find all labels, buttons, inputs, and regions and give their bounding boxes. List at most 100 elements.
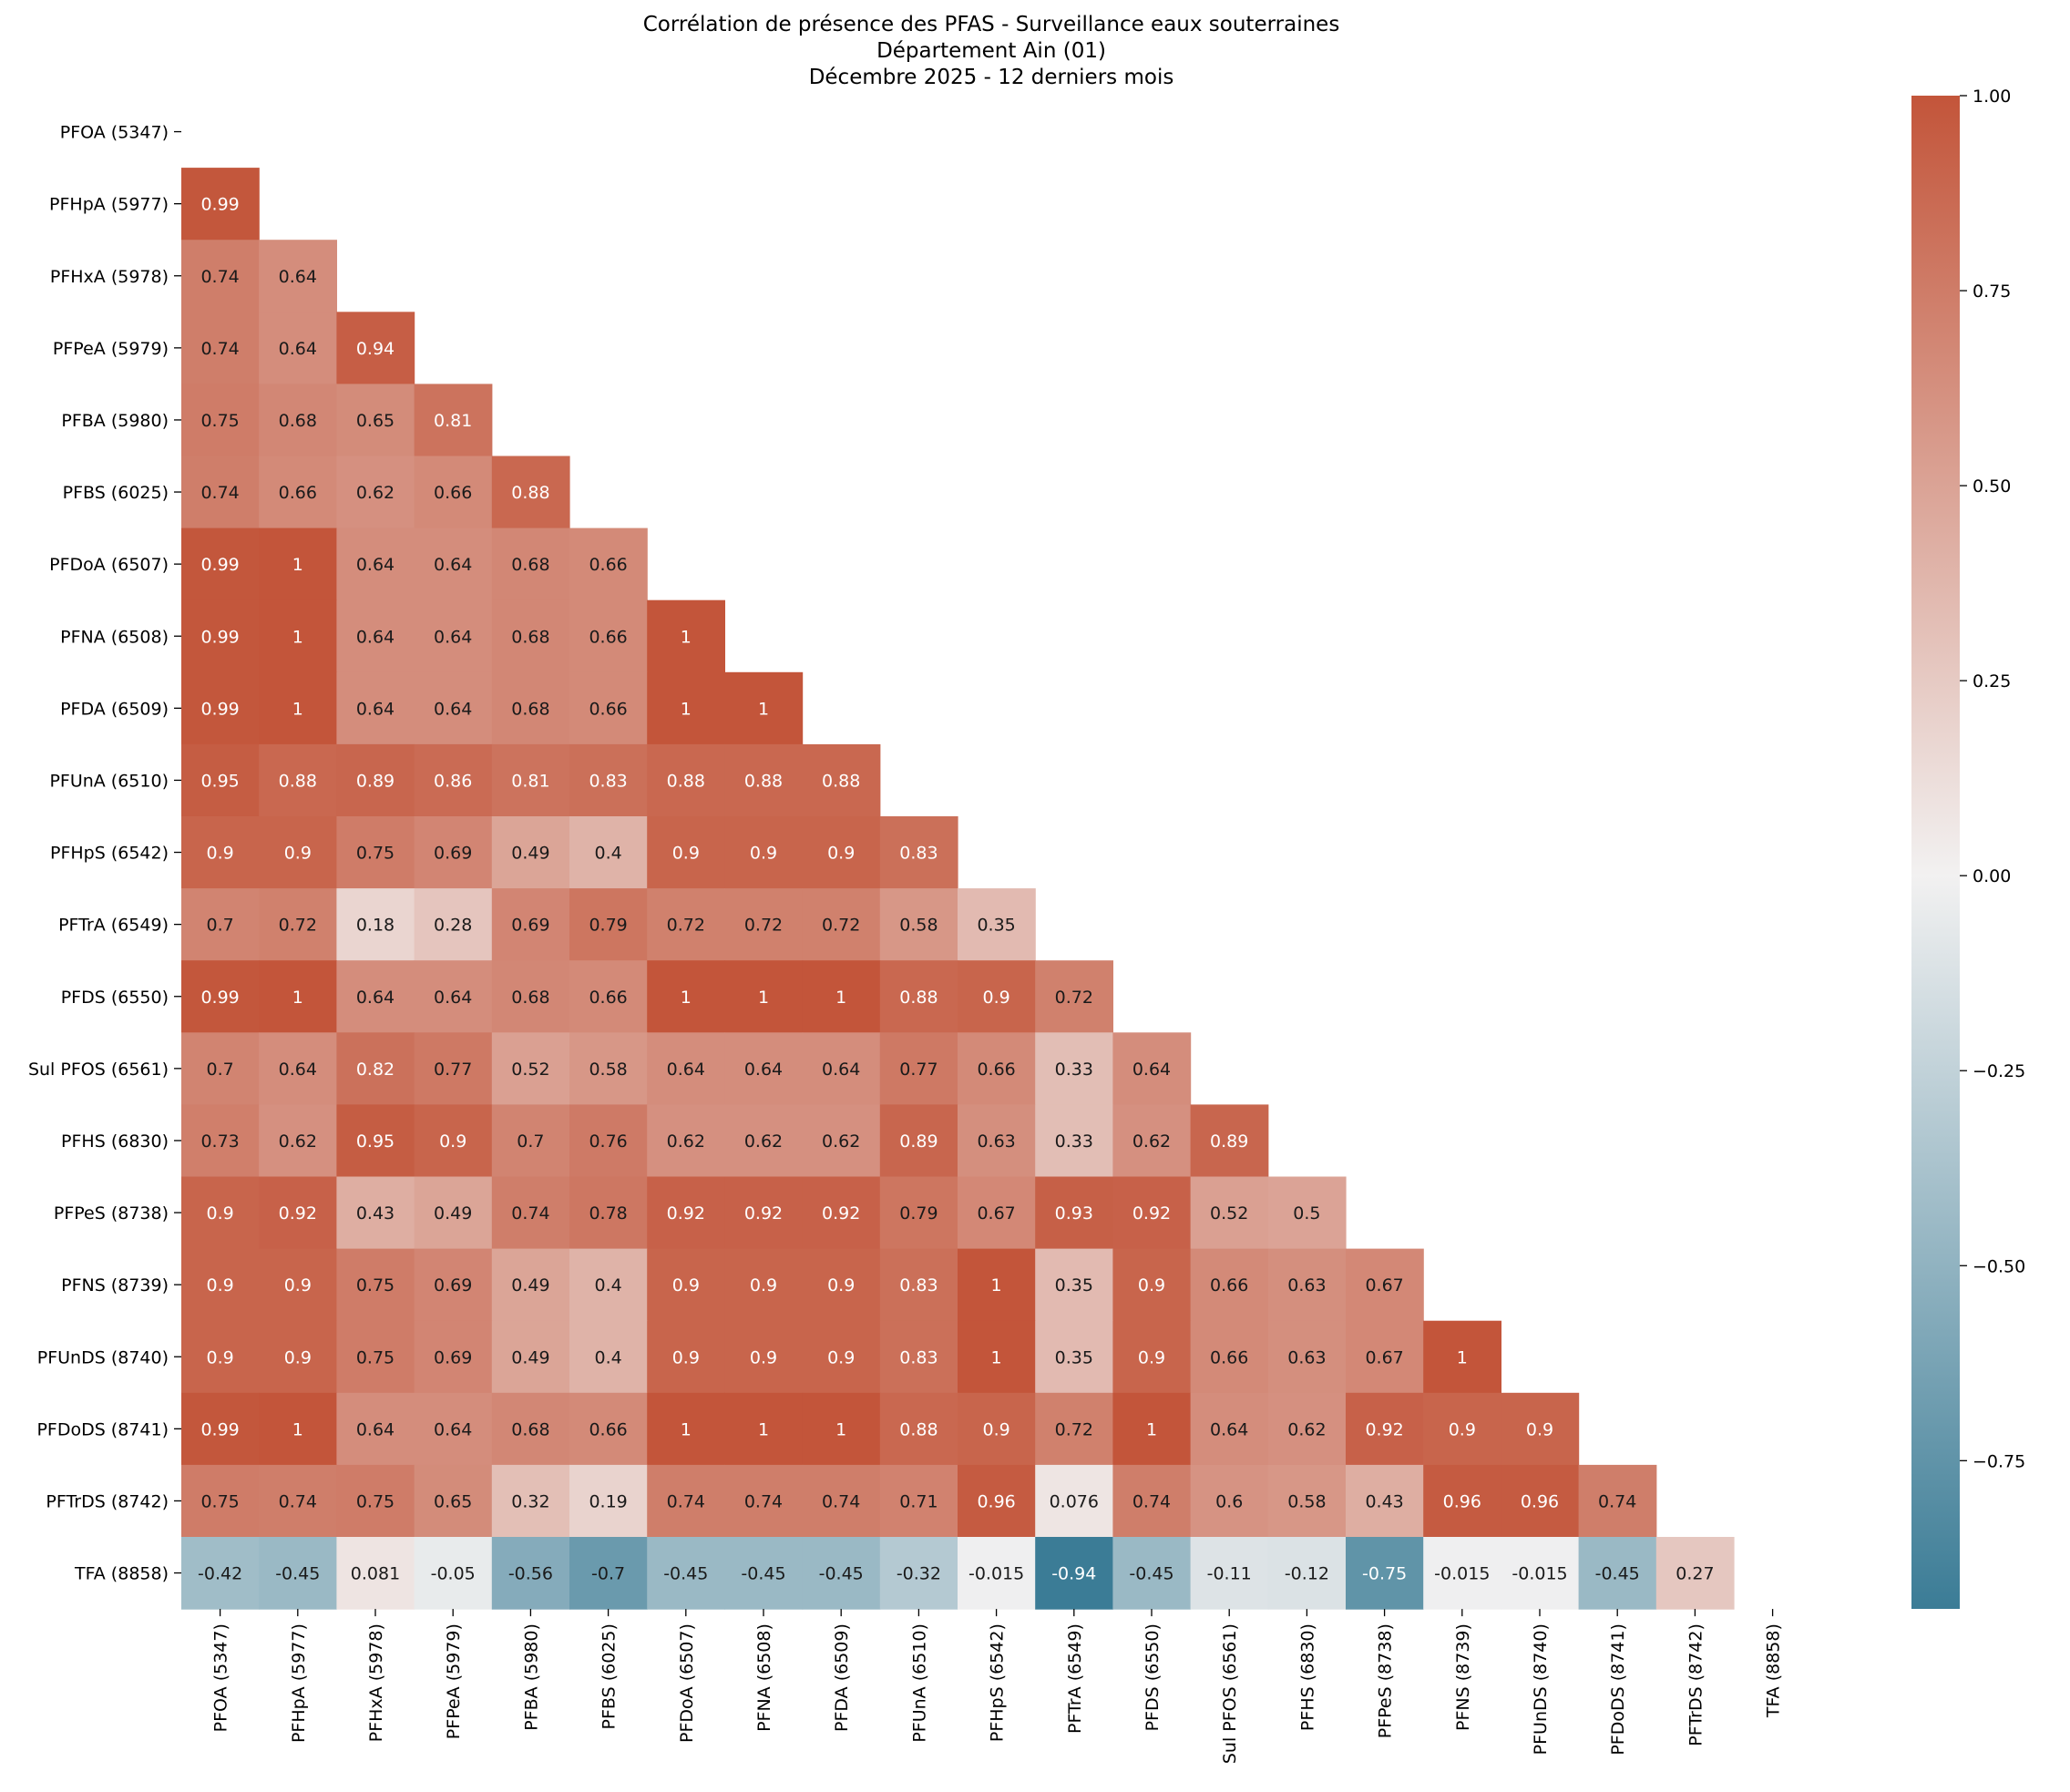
heatmap-cell bbox=[802, 1320, 881, 1394]
y-axis-tick-label: PFOA (5347) bbox=[60, 123, 169, 143]
y-axis-tick-label: PFBS (6025) bbox=[63, 483, 169, 503]
heatmap-cell bbox=[1112, 1320, 1192, 1394]
heatmap-cell bbox=[259, 671, 337, 745]
heatmap-cell bbox=[802, 1464, 881, 1538]
heatmap-cell-label: 0.66 bbox=[589, 699, 627, 719]
heatmap-cell-label: 0.076 bbox=[1050, 1491, 1099, 1511]
heatmap-cell bbox=[1267, 1392, 1347, 1466]
heatmap-cell bbox=[336, 527, 415, 601]
heatmap-cell-label: 0.72 bbox=[279, 916, 317, 936]
heatmap-cell bbox=[259, 312, 337, 384]
heatmap-cell bbox=[1035, 1104, 1113, 1178]
heatmap-cell bbox=[802, 1248, 881, 1322]
heatmap-cell bbox=[336, 671, 415, 745]
heatmap-cell bbox=[879, 1176, 958, 1250]
heatmap-cell-label: 0.64 bbox=[434, 699, 472, 719]
heatmap-cell bbox=[879, 888, 958, 961]
heatmap-cell-label: 1 bbox=[681, 699, 692, 719]
heatmap-cell bbox=[336, 1176, 415, 1250]
heatmap-cell-label: 0.9 bbox=[982, 1419, 1009, 1439]
heatmap-cell bbox=[879, 1464, 958, 1538]
heatmap-cell-label: 0.28 bbox=[434, 916, 472, 936]
heatmap-cell-label: 0.64 bbox=[744, 1060, 783, 1080]
heatmap-cell-label: -0.45 bbox=[663, 1564, 708, 1584]
heatmap-cell-label: 0.5 bbox=[1293, 1203, 1320, 1224]
x-axis-tick-label: PFUnDS (8740) bbox=[1531, 1623, 1551, 1755]
heatmap-cell bbox=[259, 1320, 337, 1394]
heatmap-cell-label: 0.9 bbox=[750, 1347, 777, 1367]
heatmap-cell bbox=[802, 816, 881, 889]
heatmap-cell bbox=[1112, 1176, 1192, 1250]
heatmap-cell bbox=[1346, 1537, 1424, 1610]
heatmap-cell-label: 0.9 bbox=[750, 844, 777, 864]
y-axis-tick-label: PFUnDS (8740) bbox=[37, 1347, 169, 1367]
heatmap-cell bbox=[336, 888, 415, 961]
heatmap-cell bbox=[1112, 1537, 1192, 1610]
heatmap-cell-label: 0.35 bbox=[1055, 1347, 1093, 1367]
heatmap-cell-label: 1 bbox=[758, 699, 769, 719]
heatmap-cell bbox=[647, 743, 725, 817]
heatmap-cell bbox=[414, 1320, 493, 1394]
heatmap-cell bbox=[569, 1104, 648, 1178]
heatmap-cell-label: 0.9 bbox=[284, 844, 312, 864]
heatmap-cell-label: 0.66 bbox=[589, 988, 627, 1008]
heatmap-cell-label: 0.62 bbox=[1132, 1132, 1171, 1152]
heatmap-cell bbox=[1190, 1464, 1269, 1538]
heatmap-cell-label: 0.64 bbox=[279, 267, 317, 287]
heatmap-cell-label: 0.9 bbox=[206, 1203, 233, 1224]
heatmap-cell-label: 0.72 bbox=[744, 916, 783, 936]
heatmap-cell-label: 0.68 bbox=[511, 627, 549, 647]
heatmap-cell-label: -0.75 bbox=[1362, 1564, 1407, 1584]
heatmap-cell-label: 0.88 bbox=[511, 483, 549, 503]
heatmap-cell bbox=[181, 527, 260, 601]
heatmap-cell bbox=[336, 456, 415, 529]
heatmap-cell-label: 0.74 bbox=[200, 267, 239, 287]
heatmap-cell bbox=[1578, 1537, 1657, 1610]
heatmap-cell-label: 0.67 bbox=[977, 1203, 1015, 1224]
heatmap-cell-label: 0.92 bbox=[1132, 1203, 1171, 1224]
heatmap-cell-label: 0.9 bbox=[1526, 1419, 1553, 1439]
heatmap-cell-label: 0.4 bbox=[594, 1275, 621, 1295]
heatmap-cell bbox=[1267, 1464, 1347, 1538]
heatmap-cell bbox=[569, 527, 648, 601]
heatmap-cell-label: 0.74 bbox=[200, 339, 239, 359]
heatmap-cell-label: 0.75 bbox=[356, 1347, 395, 1367]
heatmap-cell bbox=[1267, 1176, 1347, 1250]
heatmap-cell bbox=[724, 1104, 804, 1178]
heatmap-cell-label: 0.75 bbox=[200, 411, 239, 431]
heatmap-cell-label: 0.49 bbox=[434, 1203, 472, 1224]
heatmap-cell bbox=[1112, 1104, 1192, 1178]
heatmap-cell bbox=[181, 1248, 260, 1322]
heatmap-cell bbox=[647, 1464, 725, 1538]
heatmap-cell bbox=[958, 1537, 1036, 1610]
heatmap-cell-label: 0.58 bbox=[1287, 1491, 1326, 1511]
heatmap-cell bbox=[724, 743, 804, 817]
heatmap-cell bbox=[1112, 1032, 1192, 1105]
heatmap-cell-label: 0.72 bbox=[1055, 988, 1093, 1008]
heatmap-cell-label: 0.58 bbox=[899, 916, 938, 936]
heatmap-cell bbox=[1190, 1104, 1269, 1178]
heatmap-cell bbox=[1190, 1248, 1269, 1322]
heatmap-cell-label: 0.62 bbox=[667, 1132, 705, 1152]
heatmap-cell bbox=[879, 1032, 958, 1105]
heatmap-cell bbox=[802, 888, 881, 961]
heatmap-cell-label: 0.66 bbox=[589, 555, 627, 575]
heatmap-cell-label: -0.94 bbox=[1051, 1564, 1096, 1584]
heatmap-cell-label: 0.94 bbox=[356, 339, 395, 359]
heatmap-cell bbox=[1423, 1464, 1501, 1538]
heatmap-cell bbox=[181, 1464, 260, 1538]
x-axis-tick-label: PFUnA (6510) bbox=[909, 1623, 929, 1743]
heatmap-cell-label: 0.9 bbox=[1449, 1419, 1476, 1439]
heatmap-cell-label: 0.65 bbox=[434, 1491, 472, 1511]
heatmap-cell-label: 0.9 bbox=[284, 1347, 312, 1367]
x-axis-tick-label: PFPeS (8738) bbox=[1376, 1623, 1396, 1738]
heatmap-cell bbox=[1423, 1392, 1501, 1466]
heatmap-cell-label: 0.93 bbox=[1055, 1203, 1093, 1224]
heatmap-cell-label: 0.49 bbox=[511, 1347, 549, 1367]
heatmap-cell-label: 0.62 bbox=[1287, 1419, 1326, 1439]
heatmap-cell-label: 0.74 bbox=[667, 1491, 705, 1511]
y-axis-tick-label: PFDoDS (8741) bbox=[36, 1419, 169, 1439]
heatmap-cell bbox=[336, 1104, 415, 1178]
heatmap-cell-label: 0.64 bbox=[434, 627, 472, 647]
heatmap-cell-label: -0.015 bbox=[968, 1564, 1024, 1584]
